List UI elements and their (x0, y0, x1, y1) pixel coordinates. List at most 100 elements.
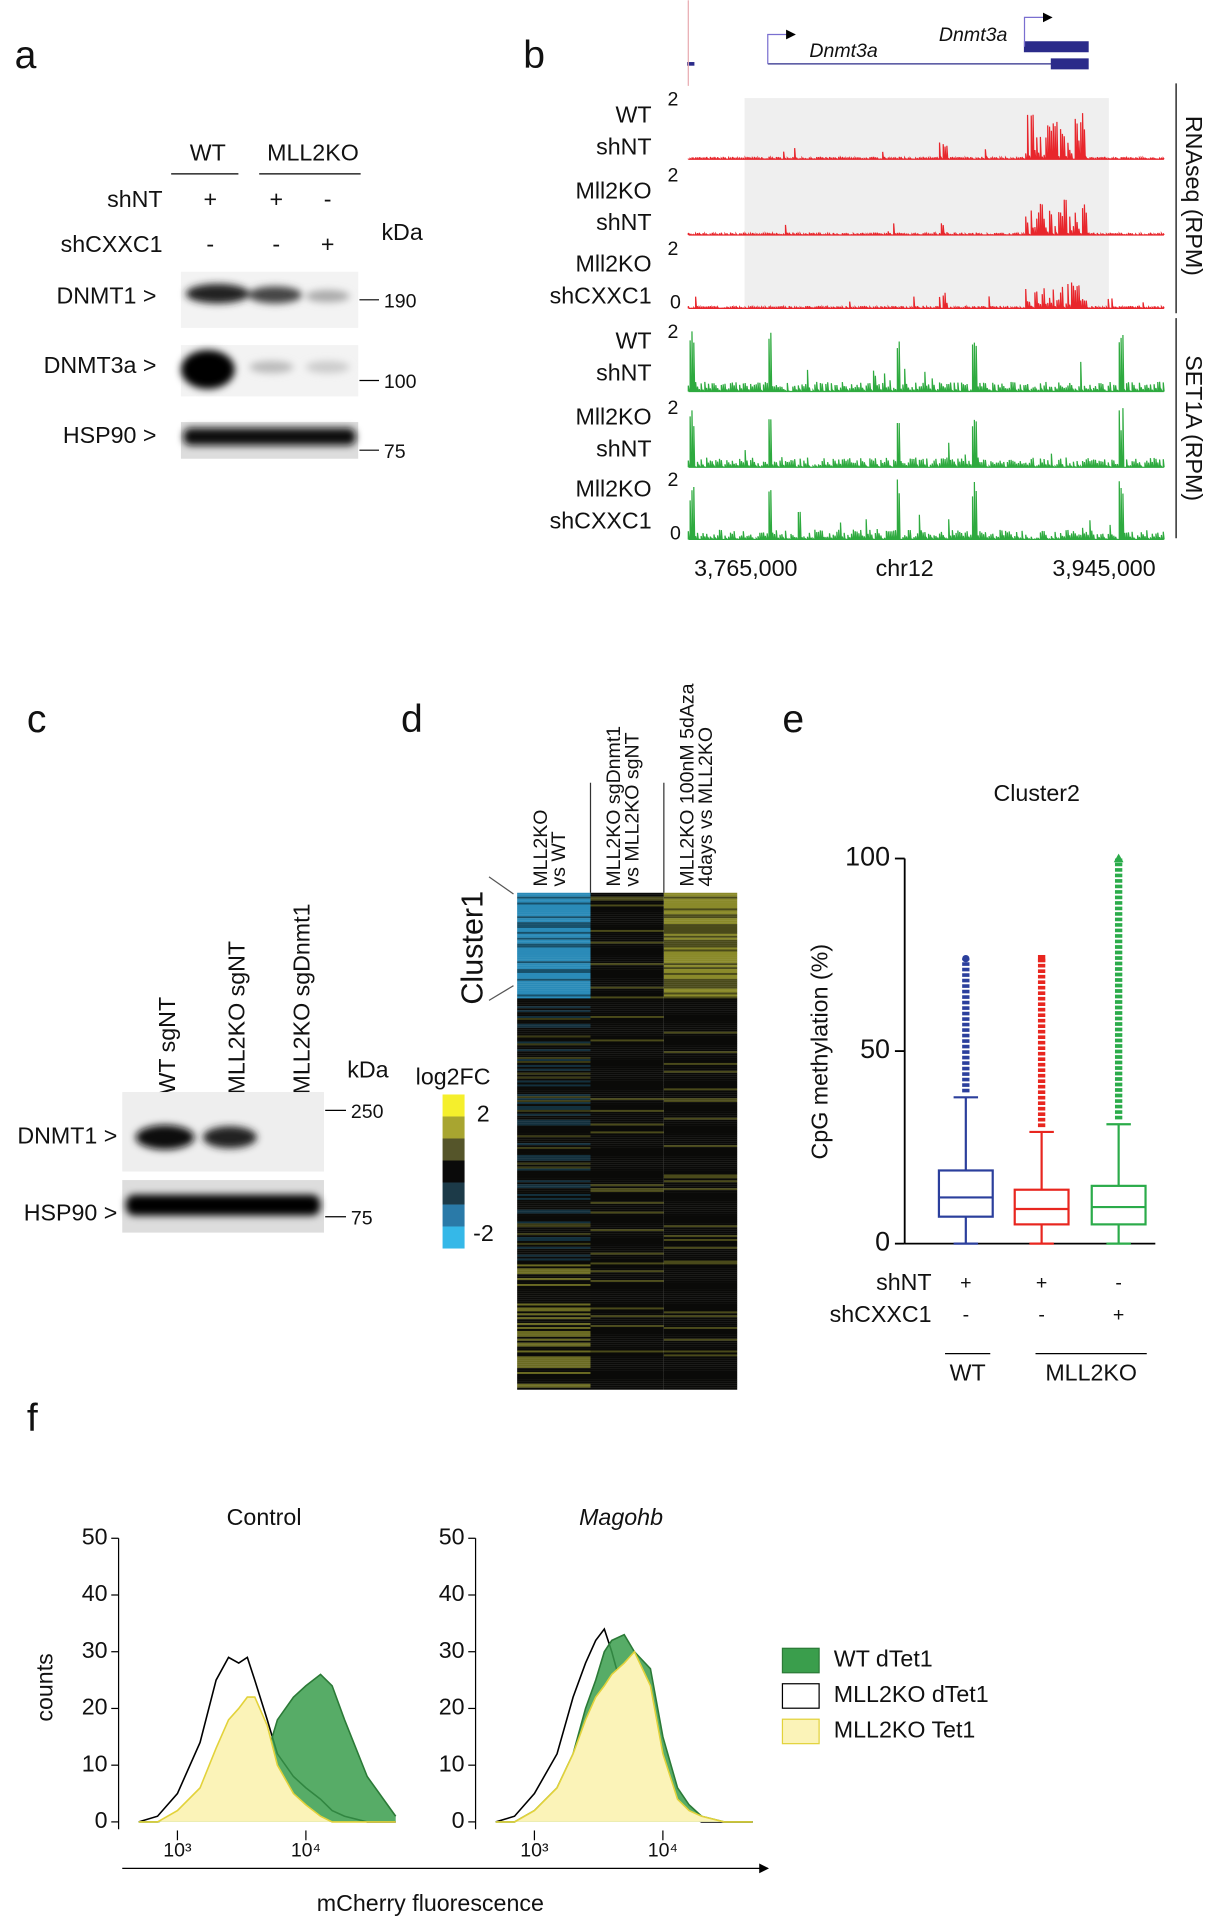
blot-label: HSP90 > (63, 422, 157, 448)
blot-label: HSP90 > (24, 1199, 118, 1225)
heatmap-cell (590, 1219, 664, 1222)
heatmap-cell (663, 1225, 738, 1228)
heatmap-cell (590, 1223, 664, 1226)
condition-mark: - (272, 231, 280, 257)
heatmap-cell (517, 1031, 591, 1034)
heatmap-cell (517, 1373, 591, 1377)
heatmap-cell (590, 955, 664, 958)
heatmap-cell (663, 1023, 738, 1026)
heatmap-cell (517, 1213, 591, 1216)
heatmap-cell (590, 982, 664, 985)
heatmap-cell (517, 990, 591, 993)
heatmap-cell (517, 945, 591, 948)
condition-mark: + (1036, 1272, 1047, 1294)
heatmap-cell (663, 1356, 738, 1359)
track-label: shNT (596, 133, 651, 159)
heatmap-cell (590, 1154, 664, 1157)
heatmap-cell (590, 1174, 664, 1177)
heatmap-cell (517, 1368, 591, 1371)
heatmap-cell (663, 894, 738, 897)
heatmap-cell (590, 1158, 664, 1161)
heatmap-cell (663, 1188, 738, 1191)
heatmap-cell (517, 1244, 591, 1247)
heatmap-cell (663, 1327, 738, 1330)
heatmap-cell (663, 1137, 738, 1140)
heatmap-cell (590, 1015, 664, 1019)
heatmap-cell (663, 1190, 738, 1193)
heatmap-cell (663, 1223, 738, 1226)
colorbar-cell (442, 1204, 465, 1227)
heatmap-cell (590, 994, 664, 997)
heatmap-cell (517, 1145, 591, 1148)
blot-label: DNMT1 > (17, 1122, 117, 1148)
heatmap-cell (663, 1336, 738, 1339)
heatmap-cell (517, 1062, 591, 1066)
heatmap-cell (590, 957, 664, 960)
track-label: Mll2KO (575, 404, 651, 430)
heatmap-cell (590, 935, 664, 938)
heatmap-cell (590, 1305, 664, 1308)
heatmap-cell (590, 1285, 664, 1289)
heatmap-cell (590, 1330, 664, 1334)
heatmap-cell (517, 1170, 591, 1173)
heatmap-cell (517, 924, 591, 927)
track-label: shNT (596, 435, 651, 461)
heatmap-cell (517, 926, 591, 929)
heatmap-cell (590, 990, 664, 993)
heatmap-cell (663, 961, 738, 964)
heatmap-cell (590, 967, 664, 970)
heatmap-cell (590, 1307, 664, 1310)
heatmap-cell (517, 1385, 591, 1388)
heatmap-cell (590, 1035, 664, 1038)
track-scale: 2 (668, 165, 679, 187)
histogram-line (138, 1696, 396, 1823)
heatmap-cell (590, 1047, 664, 1050)
x-axis-label: mCherry fluorescence (317, 1890, 544, 1916)
heatmap-cell (517, 953, 591, 956)
group-label: WT (950, 1360, 986, 1386)
heatmap-cell (663, 1158, 738, 1161)
heatmap-cell (590, 1023, 664, 1026)
heatmap-cell (517, 1250, 591, 1253)
y-tick-label: 30 (439, 1637, 465, 1663)
heatmap-cell (663, 1078, 738, 1081)
heatmap-cell (517, 1176, 591, 1179)
heatmap-cell (517, 959, 591, 962)
heatmap-cell (590, 969, 664, 972)
heatmap-cell (663, 1328, 738, 1332)
heatmap-cell (590, 1217, 664, 1220)
heatmap-cell (517, 1233, 591, 1236)
track-scale: 2 (668, 89, 679, 111)
heatmap-cell (663, 933, 738, 936)
heatmap-cell (590, 1373, 664, 1377)
heatmap-cell (663, 1319, 738, 1322)
heatmap-cell (663, 914, 738, 917)
column-label: MLL2KO (530, 810, 552, 887)
heatmap-cell (590, 926, 664, 929)
heatmap-cell (517, 1327, 591, 1330)
heatmap-cell (517, 1135, 591, 1138)
heatmap-cell (663, 943, 738, 946)
lane-label: WT sgNT (154, 997, 180, 1095)
heatmap-cell (517, 1238, 591, 1242)
blot-labels: DNMT1 > 250 HSP90 > 75 (17, 1101, 383, 1229)
heatmap-cell (590, 1242, 664, 1245)
heatmap-cell (517, 892, 591, 895)
heatmap-cell (517, 1174, 591, 1177)
heatmap-cell (590, 1246, 664, 1249)
chart-title: Cluster2 (993, 780, 1079, 806)
heatmap-cell (517, 1008, 591, 1011)
heatmap-cell (517, 1123, 591, 1126)
heatmap-cell (590, 1190, 664, 1193)
column-label: vs MLL2KO sgNT (621, 732, 643, 886)
colorbar-cell (442, 1182, 465, 1205)
heatmap-cell (517, 1025, 591, 1028)
heatmap-cell (590, 1240, 664, 1244)
heatmap-cell (590, 1064, 664, 1067)
heatmap-cell (517, 1019, 591, 1022)
heatmap-cell (517, 1072, 591, 1075)
heatmap-cell (590, 1366, 664, 1369)
heatmap-cell (663, 1092, 738, 1095)
heatmap-cell (590, 1334, 664, 1337)
y-tick-label: 10 (439, 1750, 465, 1776)
